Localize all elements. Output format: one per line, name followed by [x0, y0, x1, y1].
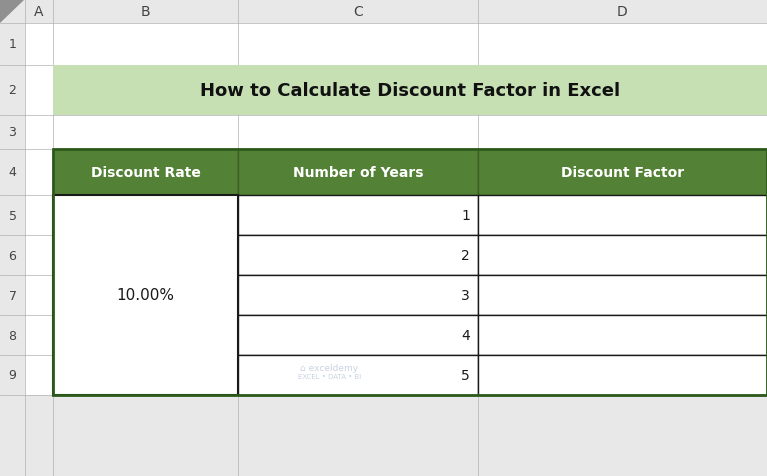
Bar	[238, 315, 478, 355]
Text: Number of Years: Number of Years	[293, 166, 423, 179]
Bar	[478, 276, 767, 315]
Text: C: C	[353, 5, 363, 19]
Text: 3: 3	[8, 126, 16, 139]
Text: Discount Rate: Discount Rate	[91, 166, 200, 179]
Bar	[478, 355, 767, 395]
Text: 8: 8	[8, 329, 17, 342]
Bar	[53, 149, 767, 395]
Polygon shape	[0, 0, 25, 24]
Text: EXCEL • DATA • BI: EXCEL • DATA • BI	[298, 373, 360, 379]
Text: 2: 2	[8, 84, 16, 97]
Bar	[0, 0, 25, 476]
Text: 4: 4	[8, 166, 16, 179]
Text: 7: 7	[8, 289, 17, 302]
Text: B: B	[140, 5, 150, 19]
Text: 9: 9	[8, 369, 16, 382]
Bar	[53, 149, 238, 196]
Text: 4: 4	[461, 328, 470, 342]
Bar	[0, 0, 767, 24]
Bar	[25, 24, 767, 395]
Text: 2: 2	[461, 248, 470, 262]
Text: 5: 5	[8, 209, 17, 222]
Text: 3: 3	[461, 288, 470, 302]
Bar	[238, 236, 478, 276]
Bar	[478, 315, 767, 355]
Bar	[478, 236, 767, 276]
Bar	[238, 149, 478, 196]
Bar	[53, 196, 238, 395]
Text: 1: 1	[8, 39, 16, 51]
Text: 5: 5	[461, 368, 470, 382]
Text: A: A	[35, 5, 44, 19]
Bar	[238, 196, 478, 236]
Bar	[478, 149, 767, 196]
Text: How to Calculate Discount Factor in Excel: How to Calculate Discount Factor in Exce…	[200, 82, 620, 100]
Bar	[53, 66, 767, 116]
Text: 6: 6	[8, 249, 16, 262]
Text: 10.00%: 10.00%	[117, 288, 175, 303]
Bar	[238, 276, 478, 315]
Text: ⌂ exceldemy: ⌂ exceldemy	[300, 364, 358, 373]
Text: 1: 1	[461, 208, 470, 223]
Bar	[478, 196, 767, 236]
Bar	[238, 355, 478, 395]
Text: Discount Factor: Discount Factor	[561, 166, 684, 179]
Text: D: D	[617, 5, 628, 19]
